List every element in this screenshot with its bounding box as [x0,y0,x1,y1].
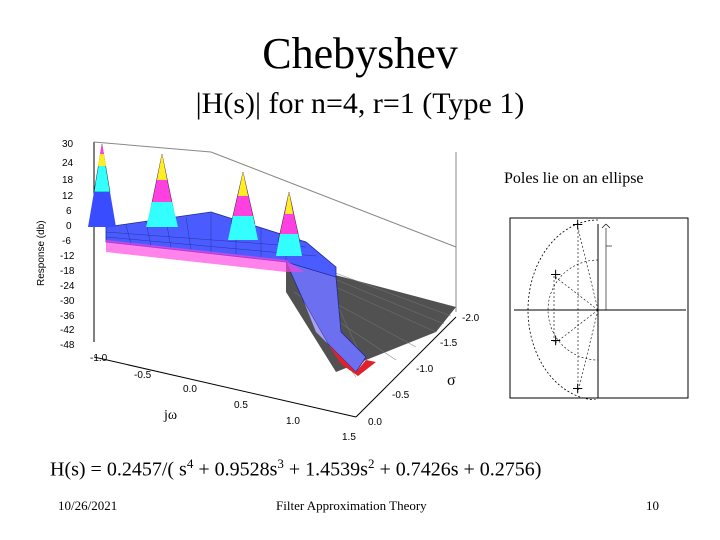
sigma-tick-label: -0.5 [392,390,410,401]
pole-marker: + [550,330,562,352]
sigma-axis-label: σ [447,372,456,389]
surface-red-rim [328,344,376,376]
z-tick-label: 30 [62,139,74,150]
slide-title: Chebyshev [262,29,458,78]
z-tick-label: -24 [60,281,75,292]
frame-bottom-front [93,356,357,418]
magnitude-surface-plot [88,141,457,418]
jw-tick-label: 0.0 [183,384,197,395]
z-tick-label: 24 [62,158,74,169]
peak-4 [276,191,302,256]
surface-grid [105,214,317,262]
sigma-tick-label: -2.0 [462,313,480,324]
peak-2 [146,153,178,227]
jw-tick-label: 0.5 [234,400,248,411]
pole-marker: + [550,264,562,286]
poles-caption: Poles lie on an ellipse [504,170,644,187]
peak-1 [88,143,116,227]
pole-marker: + [572,214,584,236]
sigma-tick-label: 0.0 [368,417,382,428]
jw-tick-label: 1.0 [286,416,300,427]
pole-ellipse [527,219,599,400]
transfer-function-formula: H(s) = 0.2457/( s4 + 0.9528s3 + 1.4539s2… [50,456,542,481]
sigma-tick-label: -1.5 [440,338,458,349]
peak-3 [228,171,258,240]
frame-back-right [210,151,457,248]
z-tick-label: -12 [60,251,75,262]
response-axis-label: Response (db) [36,220,47,286]
pole-radials [553,227,599,393]
z-tick-label: 12 [62,191,74,202]
z-tick-label: 6 [66,206,72,217]
jw-tick-label: -0.5 [134,370,152,381]
pole-ellipse-diagram [509,217,689,400]
jw-axis-label: jω [164,408,178,423]
footer-date: 10/26/2021 [58,498,118,513]
z-tick-label: -30 [60,296,75,307]
z-tick-label: -18 [60,266,75,277]
z-tick-label: -36 [60,311,75,322]
jw-tick-label: 1.5 [342,432,356,443]
z-tick-label: 0 [66,221,72,232]
frame-back-top [93,141,212,153]
z-tick-label: -6 [62,236,71,247]
z-tick-label: 18 [62,175,74,186]
jw-tick-label: -1.0 [90,353,108,364]
frame-bottom-right [355,316,457,418]
footer-page-number: 10 [646,498,659,513]
z-tick-label: -48 [60,340,75,351]
surface-front-band [106,240,304,272]
z-tick-label: -42 [60,325,75,336]
pole-marker: + [572,378,584,400]
slide-subtitle: |H(s)| for n=4, r=1 (Type 1) [195,87,525,120]
pole-plot-frame [509,217,689,399]
footer-title: Filter Approximation Theory [276,498,427,513]
sigma-tick-label: -1.0 [416,364,434,375]
